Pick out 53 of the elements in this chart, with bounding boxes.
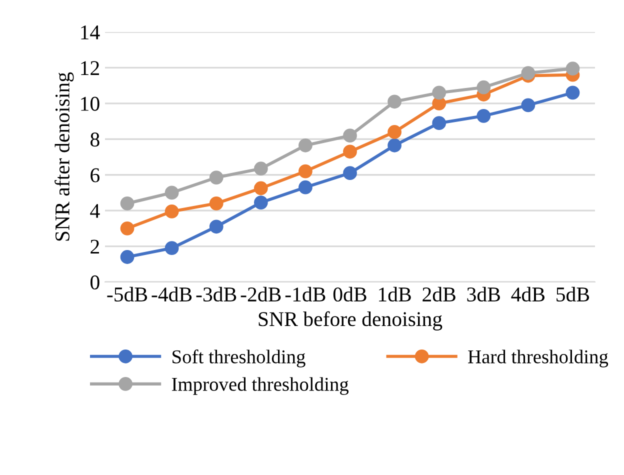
x-tick-label: 4dB (511, 286, 545, 302)
legend-label: Soft thresholding (172, 350, 306, 368)
y-axis-title: SNR after denoising (54, 72, 74, 241)
y-tick-label: 6 (90, 168, 100, 182)
point (120, 196, 134, 210)
x-tick-label: -1dB (285, 286, 326, 302)
y-tick-label: 0 (90, 275, 100, 290)
legend-label: Hard thresholding (468, 350, 608, 368)
point (343, 128, 357, 143)
x-tick-label: -5dB (107, 286, 148, 302)
point (254, 196, 268, 210)
point (432, 116, 446, 130)
y-tick-label: 8 (90, 132, 100, 147)
y-tick-label: 4 (90, 204, 100, 218)
point (209, 220, 224, 234)
point (521, 66, 536, 80)
point (343, 144, 357, 159)
point (521, 98, 536, 112)
point (254, 162, 268, 176)
point (120, 250, 134, 264)
x-tick-label: -2dB (240, 286, 281, 302)
point (209, 196, 224, 210)
point (164, 186, 179, 200)
point (164, 204, 179, 218)
y-tick-label: 2 (90, 240, 99, 254)
point (298, 138, 312, 152)
point (566, 86, 580, 100)
point (209, 170, 224, 184)
point (388, 125, 402, 139)
legend-label: Improved thresholding (172, 377, 349, 395)
x-tick-label: -3dB (196, 286, 236, 302)
x-tick-label: 3dB (467, 286, 500, 302)
point (476, 108, 491, 123)
point (254, 181, 268, 196)
y-tick-label: 10 (81, 96, 100, 111)
point (388, 138, 402, 152)
point (476, 80, 491, 94)
point (164, 241, 179, 256)
point (298, 164, 312, 178)
x-tick-label: 2dB (422, 286, 456, 302)
point (120, 221, 134, 236)
point (343, 166, 357, 180)
x-tick-label: -4dB (152, 286, 192, 302)
x-tick-label: 0dB (333, 286, 366, 302)
point (388, 94, 402, 109)
x-tick-label: 1dB (379, 286, 411, 302)
x-tick-label: 5dB (556, 286, 590, 302)
y-tick-label: 12 (81, 61, 99, 75)
y-tick-label: 14 (81, 25, 100, 40)
x-axis-title: SNR before denoising (258, 311, 442, 330)
point (298, 180, 312, 194)
point (566, 62, 580, 76)
point (432, 86, 446, 100)
